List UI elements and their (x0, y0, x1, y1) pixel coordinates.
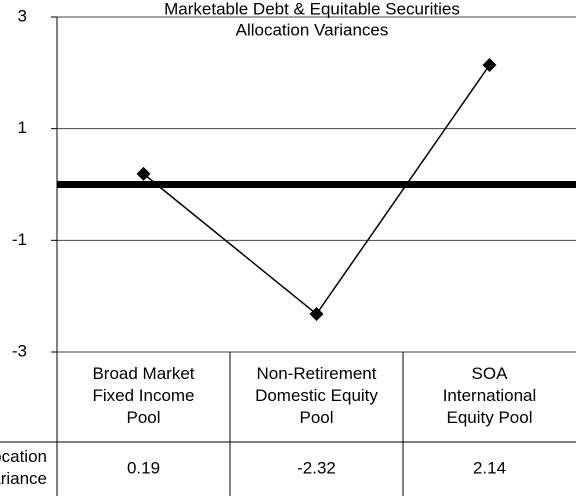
category-label: Broad Market Fixed Income Pool (92, 364, 194, 427)
marker (482, 58, 497, 73)
y-tick-label: -1 (12, 230, 27, 249)
value-label: 2.14 (473, 458, 506, 477)
y-tick-label: -3 (12, 341, 27, 360)
value-label: 0.19 (127, 458, 160, 477)
marker (309, 307, 324, 322)
chart-title: Marketable Debt & Equitable Securities (164, 0, 460, 18)
value-label: -2.32 (297, 458, 336, 477)
marker (136, 166, 151, 181)
chart-title: Allocation Variances (236, 20, 389, 39)
category-label: SOA International Equity Pool (443, 364, 537, 427)
category-label: Non-Retirement Domestic Equity Pool (255, 364, 378, 427)
y-tick-label: 1 (18, 118, 27, 137)
y-tick-label: 3 (18, 6, 27, 25)
